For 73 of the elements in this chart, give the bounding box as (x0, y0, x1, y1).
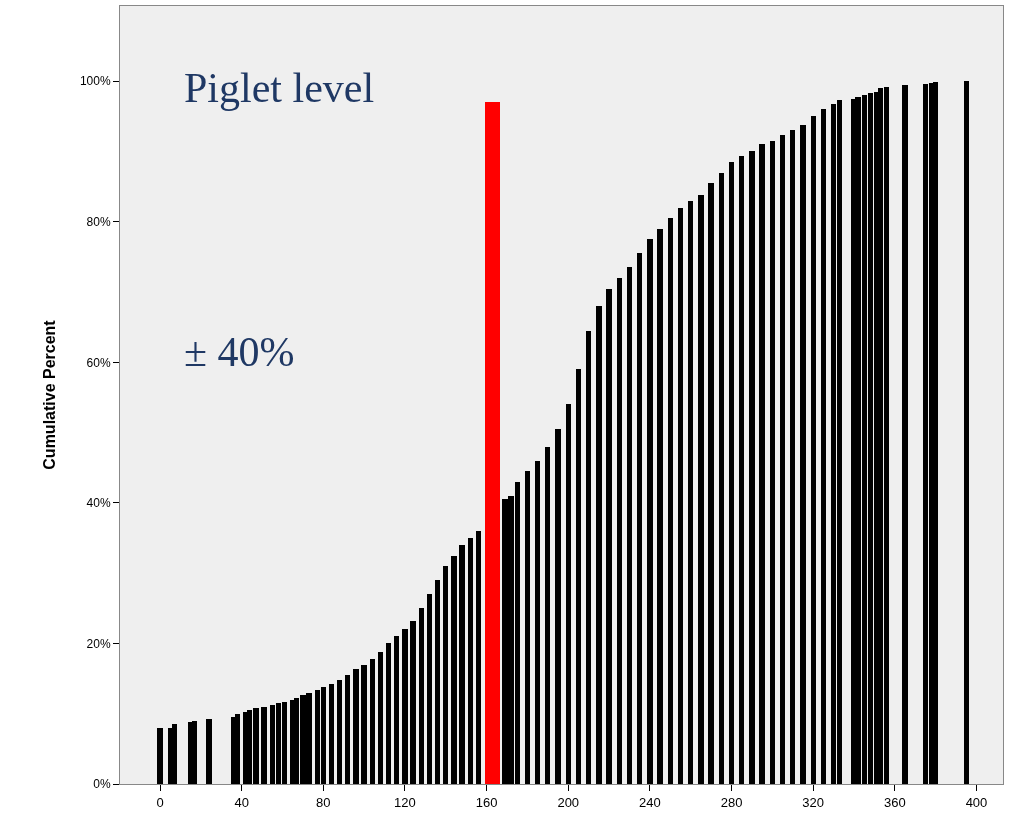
bar (485, 102, 500, 784)
bar (410, 621, 416, 784)
bar (739, 156, 744, 784)
y-tick-label: 20% (86, 636, 111, 651)
x-tick-label: 360 (883, 794, 906, 810)
bar (419, 608, 424, 784)
bar (708, 183, 714, 784)
bar (821, 109, 826, 784)
x-tick-label: 280 (720, 794, 743, 810)
y-tick-label: 80% (86, 214, 111, 229)
bar (192, 721, 197, 784)
bar (637, 253, 642, 784)
bar (370, 659, 375, 784)
bar (459, 545, 465, 784)
bar (576, 369, 581, 784)
bar (525, 471, 530, 784)
x-tick-label: 0 (156, 794, 164, 810)
x-tick-label: 120 (394, 794, 416, 810)
bar (790, 130, 795, 784)
bar (759, 144, 765, 784)
bar (378, 652, 383, 784)
bar (933, 82, 938, 784)
bar (719, 173, 724, 784)
bar (353, 669, 359, 784)
bar (606, 289, 612, 784)
x-tick-label: 320 (802, 794, 825, 810)
bar (555, 429, 561, 784)
y-tick-label: 100% (79, 74, 111, 89)
bar (780, 135, 785, 784)
bar (337, 680, 342, 784)
x-tick-label: 400 (965, 794, 988, 810)
y-axis-title: Cumulative Percent (40, 319, 58, 470)
bar (394, 636, 399, 784)
bar (770, 141, 775, 784)
x-tick-label: 160 (475, 794, 498, 810)
bar (361, 665, 367, 784)
bar (261, 707, 267, 784)
x-tick-label: 40 (234, 794, 249, 810)
bar (345, 675, 350, 784)
bar (451, 556, 457, 784)
bar (749, 151, 755, 784)
bar (586, 331, 591, 784)
bar (800, 125, 806, 784)
bar (617, 278, 622, 784)
bar (468, 538, 473, 784)
bar (627, 267, 632, 784)
y-tick-label: 40% (86, 496, 111, 511)
bar (902, 85, 908, 784)
bar (206, 719, 212, 784)
bar (657, 229, 663, 784)
bar (668, 218, 673, 784)
bar (443, 566, 448, 784)
annotation: Piglet level (184, 65, 375, 111)
bar (688, 201, 693, 784)
bar (964, 81, 969, 784)
annotation: ± 40% (184, 329, 295, 375)
bar (235, 714, 240, 784)
bar (476, 531, 481, 784)
bar (678, 208, 683, 784)
y-tick-label: 60% (86, 355, 111, 370)
x-tick-label: 80 (316, 794, 331, 810)
bar (435, 580, 440, 784)
bar (545, 447, 550, 784)
bar (386, 643, 391, 784)
bar (698, 195, 704, 784)
x-tick-label: 240 (639, 794, 661, 810)
bar (329, 684, 334, 784)
y-tick-label: 0% (93, 777, 111, 792)
bar (535, 461, 540, 784)
bar (172, 724, 177, 784)
x-tick-label: 200 (557, 794, 580, 810)
bar (427, 594, 432, 784)
bar (596, 306, 602, 784)
